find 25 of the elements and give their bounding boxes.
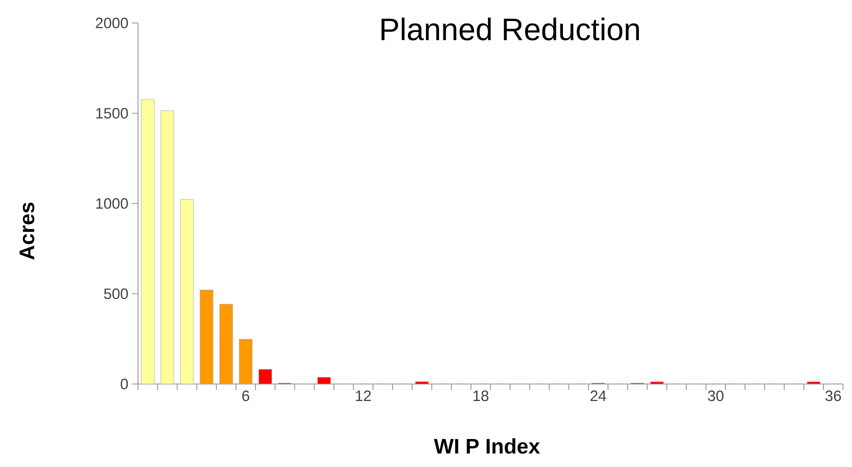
bar	[219, 304, 233, 384]
bar	[258, 369, 272, 384]
y-tick-label: 1000	[96, 198, 128, 209]
x-tick-label: 30	[708, 390, 724, 402]
bar	[415, 381, 429, 384]
bar	[180, 199, 194, 384]
x-tick-label: 24	[590, 390, 606, 401]
bar	[160, 110, 174, 384]
x-tick-label: 6	[242, 390, 250, 402]
bar	[200, 290, 214, 384]
y-tick-label: 500	[104, 288, 128, 300]
y-tick-label: 0	[120, 378, 128, 390]
bar	[650, 382, 664, 384]
bar	[239, 339, 252, 384]
bar	[141, 99, 154, 384]
x-tick-label: 36	[825, 390, 841, 402]
x-tick-label: 18	[474, 390, 488, 402]
chart-title: Planned Reduction	[382, 18, 639, 40]
bar	[317, 377, 331, 384]
x-tick-label: 12	[356, 390, 371, 401]
bar	[806, 382, 820, 384]
x-axis-title: WI P Index	[434, 438, 540, 454]
y-axis-title: Acres	[20, 202, 34, 260]
y-tick-label: 2000	[96, 18, 128, 28]
y-tick-label: 1500	[96, 108, 128, 119]
